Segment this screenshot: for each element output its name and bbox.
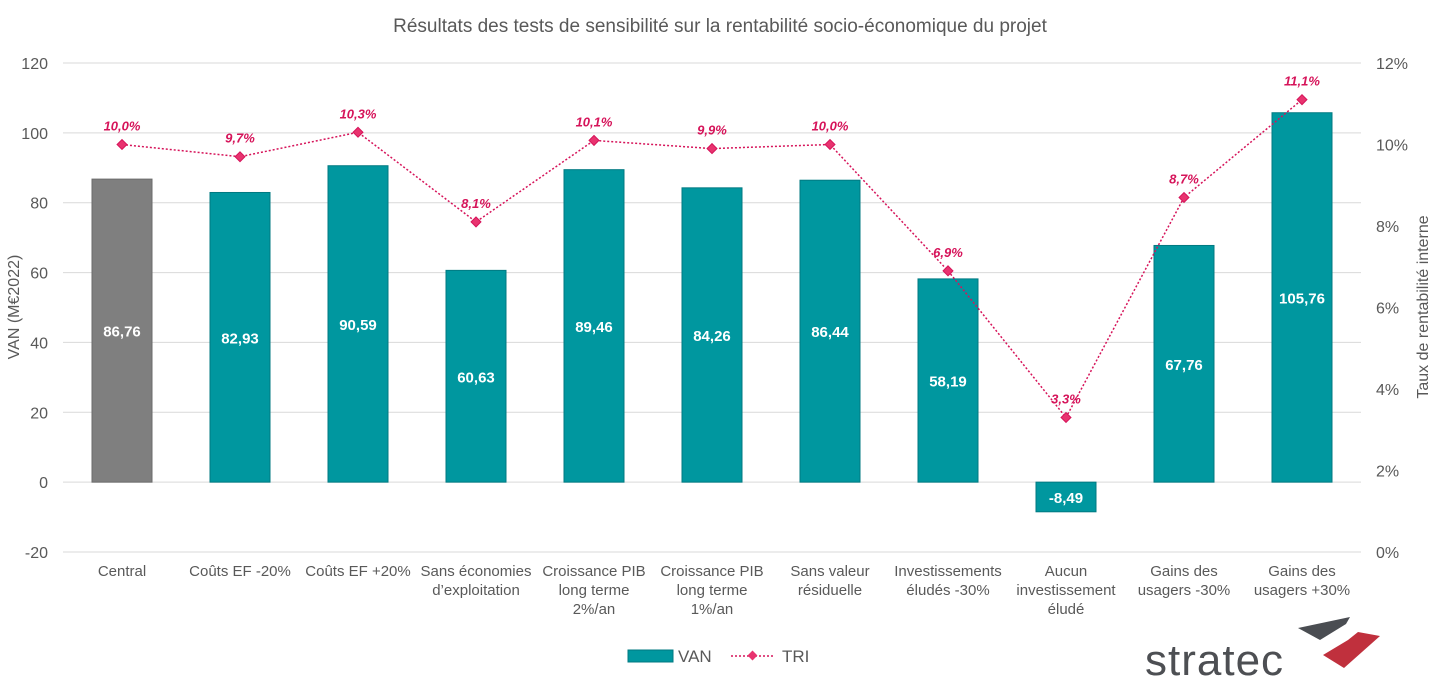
x-tick-label: long terme [677,582,748,599]
y2-tick-label: 4% [1376,382,1399,399]
bar-data-label: -8,49 [1049,490,1083,507]
x-tick-label: Gains des [1150,563,1218,580]
svg-text:stratec: stratec [1145,636,1284,685]
y-tick-label: 100 [21,126,48,143]
bar-data-label: 58,19 [929,374,967,391]
bar-van [563,169,625,483]
x-tick-label: Coûts EF +20% [305,563,410,580]
y-tick-label: 80 [30,196,48,213]
tri-marker [942,265,954,277]
y2-tick-label: 2% [1376,464,1399,481]
x-tick-label: Investissements [894,563,1002,580]
legend-van-label: VAN [678,647,712,666]
x-tick-label: Gains des [1268,563,1336,580]
y-tick-label: -20 [25,545,48,562]
tri-data-label: 9,7% [225,131,255,146]
legend-tri-marker [747,650,758,661]
x-tick-label: 2%/an [573,601,616,618]
x-tick-label: éludé [1048,601,1085,618]
x-tick-label: éludés -30% [906,582,989,599]
stratec-logo: stratec [1145,617,1380,685]
y-tick-label: 20 [30,405,48,422]
bar-data-label: 84,26 [693,328,731,345]
tri-data-label: 8,7% [1169,171,1199,186]
tri-marker [706,142,718,155]
legend-tri-label: TRI [782,647,809,666]
tri-data-label: 10,0% [812,119,849,134]
y-tick-label: 40 [30,335,48,352]
y2-axis-title: Taux de rentabilité interne [1415,215,1432,398]
tri-data-label: 6,9% [933,245,963,260]
legend-van-swatch [627,649,674,663]
y-axis-title: VAN (M€2022) [6,255,23,360]
bar-van [1153,244,1215,483]
legend: VAN TRI [627,647,809,666]
bar-van [1271,112,1333,483]
bar-data-label: 89,46 [575,319,613,336]
y2-tick-label: 8% [1376,219,1399,236]
tri-marker [352,126,364,138]
bar-data-label: 90,59 [339,317,377,334]
bar-data-label: 67,76 [1165,357,1203,374]
y2-tick-label: 0% [1376,545,1399,562]
bar-van [1035,481,1097,513]
tri-marker [824,138,836,151]
y-tick-label: 60 [30,266,48,283]
bar-data-label: 86,44 [811,324,849,341]
bar-van [917,278,979,483]
y2-tick-label: 10% [1376,138,1408,155]
tri-marker [588,134,600,147]
x-tick-label: Central [98,563,146,580]
tri-marker [470,216,482,228]
x-tick-label: long terme [559,582,630,599]
y-tick-label: 0 [39,475,48,492]
bar-data-label: 82,93 [221,330,259,347]
tri-marker [234,151,246,163]
x-tick-label: résiduelle [798,582,862,599]
tri-data-label: 10,1% [576,114,613,129]
x-tick-label: Sans valeur [790,563,869,580]
tri-data-label: 11,1% [1284,74,1320,89]
bar-data-label: 60,63 [457,369,495,386]
tri-data-label: 9,9% [697,123,727,138]
bar-van [681,187,743,483]
x-tick-label: 1%/an [691,601,734,618]
bar-van [445,269,507,483]
tri-marker [1296,94,1308,106]
x-tick-label: Sans économies [421,563,532,580]
x-tick-label: Croissance PIB [660,563,763,580]
chart-title: Résultats des tests de sensibilité sur l… [393,16,1047,37]
tri-data-label: 3,3% [1051,392,1081,407]
x-tick-label: Croissance PIB [542,563,645,580]
tri-marker [1060,411,1072,424]
y2-tick-label: 12% [1376,56,1408,73]
x-tick-label: investissement [1016,582,1116,599]
y-tick-label: 120 [21,56,48,73]
bar-van [327,165,389,483]
bar-van [799,179,861,483]
tri-marker [1178,191,1190,204]
tri-data-label: 10,3% [340,106,377,121]
tri-data-label: 8,1% [461,196,491,211]
x-tick-label: Coûts EF -20% [189,563,291,580]
tri-data-label: 10,0% [104,119,141,134]
bar-data-label: 105,76 [1279,290,1325,307]
x-tick-label: Aucun [1045,563,1088,580]
bar-data-label: 86,76 [103,324,141,341]
x-tick-label: usagers +30% [1254,582,1350,599]
tri-marker [116,138,128,151]
bar-van [91,178,153,483]
bar-van [209,191,271,483]
x-tick-label: usagers -30% [1138,582,1231,599]
x-tick-label: d’exploitation [432,582,520,599]
y2-tick-label: 6% [1376,301,1399,318]
